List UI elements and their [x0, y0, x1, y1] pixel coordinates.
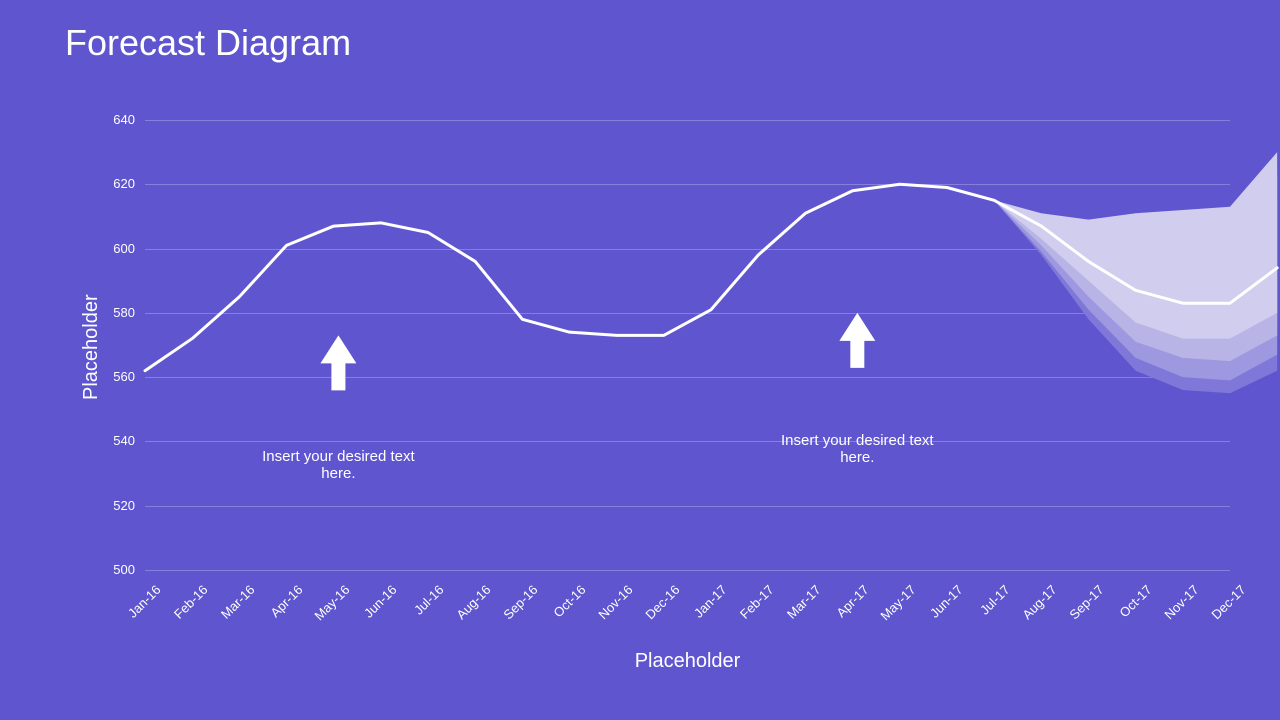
y-tick: 540: [95, 433, 135, 448]
gridline: [145, 120, 1230, 121]
gridline: [145, 506, 1230, 507]
x-axis-label: Placeholder: [145, 650, 1230, 673]
y-tick: 500: [95, 562, 135, 577]
gridline: [145, 313, 1230, 314]
gridline: [145, 441, 1230, 442]
arrow-up-icon: [839, 313, 875, 368]
y-tick: 620: [95, 176, 135, 191]
y-tick: 580: [95, 305, 135, 320]
y-tick: 520: [95, 498, 135, 513]
gridline: [145, 249, 1230, 250]
gridline: [145, 377, 1230, 378]
y-tick: 640: [95, 112, 135, 127]
annotation-text: Insert your desired text here.: [248, 448, 428, 482]
page-title: Forecast Diagram: [65, 22, 351, 64]
arrow-up-icon: [320, 335, 356, 390]
y-tick: 600: [95, 241, 135, 256]
forecast-band: [994, 152, 1277, 338]
annotation-text: Insert your desired text here.: [767, 432, 947, 466]
gridline: [145, 184, 1230, 185]
forecast-band: [994, 175, 1277, 361]
gridline: [145, 570, 1230, 571]
y-tick: 560: [95, 369, 135, 384]
forecast-band: [994, 200, 1277, 380]
forecast-band: [994, 200, 1277, 393]
actual-line: [145, 184, 1277, 370]
